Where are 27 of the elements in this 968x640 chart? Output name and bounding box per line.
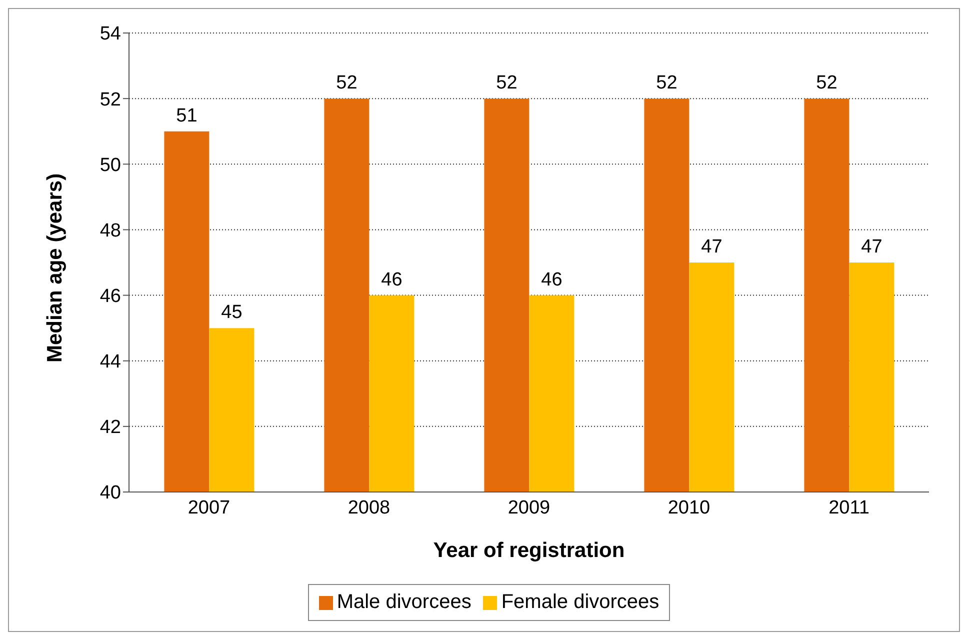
data-label: 46 [381, 269, 402, 290]
y-axis-title: Median age (years) [43, 173, 66, 362]
data-label: 47 [861, 236, 882, 258]
y-tick-label: 44 [100, 352, 122, 373]
data-label: 51 [176, 105, 198, 126]
data-label: 52 [336, 72, 358, 94]
x-tick-label: 2007 [188, 497, 230, 518]
x-tick-label: 2008 [348, 497, 390, 518]
x-axis-title: Year of registration [433, 539, 625, 562]
y-tick-label: 50 [100, 154, 121, 176]
data-label: 47 [701, 236, 722, 258]
legend-label: Male divorcees [336, 591, 472, 614]
x-tick-label: 2011 [828, 497, 870, 518]
x-tick-label: 2010 [668, 497, 710, 518]
data-label: 45 [221, 302, 242, 324]
data-label: 46 [541, 269, 562, 290]
data-label: 52 [816, 72, 838, 94]
y-tick-label: 52 [100, 89, 121, 110]
y-tick-label: 40 [100, 482, 121, 504]
y-tick-label: 48 [100, 220, 121, 242]
data-label: 52 [656, 72, 678, 94]
data-label: 52 [496, 72, 518, 94]
legend-label: Female divorcees [500, 591, 660, 614]
y-tick-label: 42 [100, 417, 121, 438]
x-tick-label: 2009 [508, 497, 550, 518]
y-tick-label: 54 [100, 24, 122, 45]
y-tick-label: 46 [100, 286, 121, 308]
